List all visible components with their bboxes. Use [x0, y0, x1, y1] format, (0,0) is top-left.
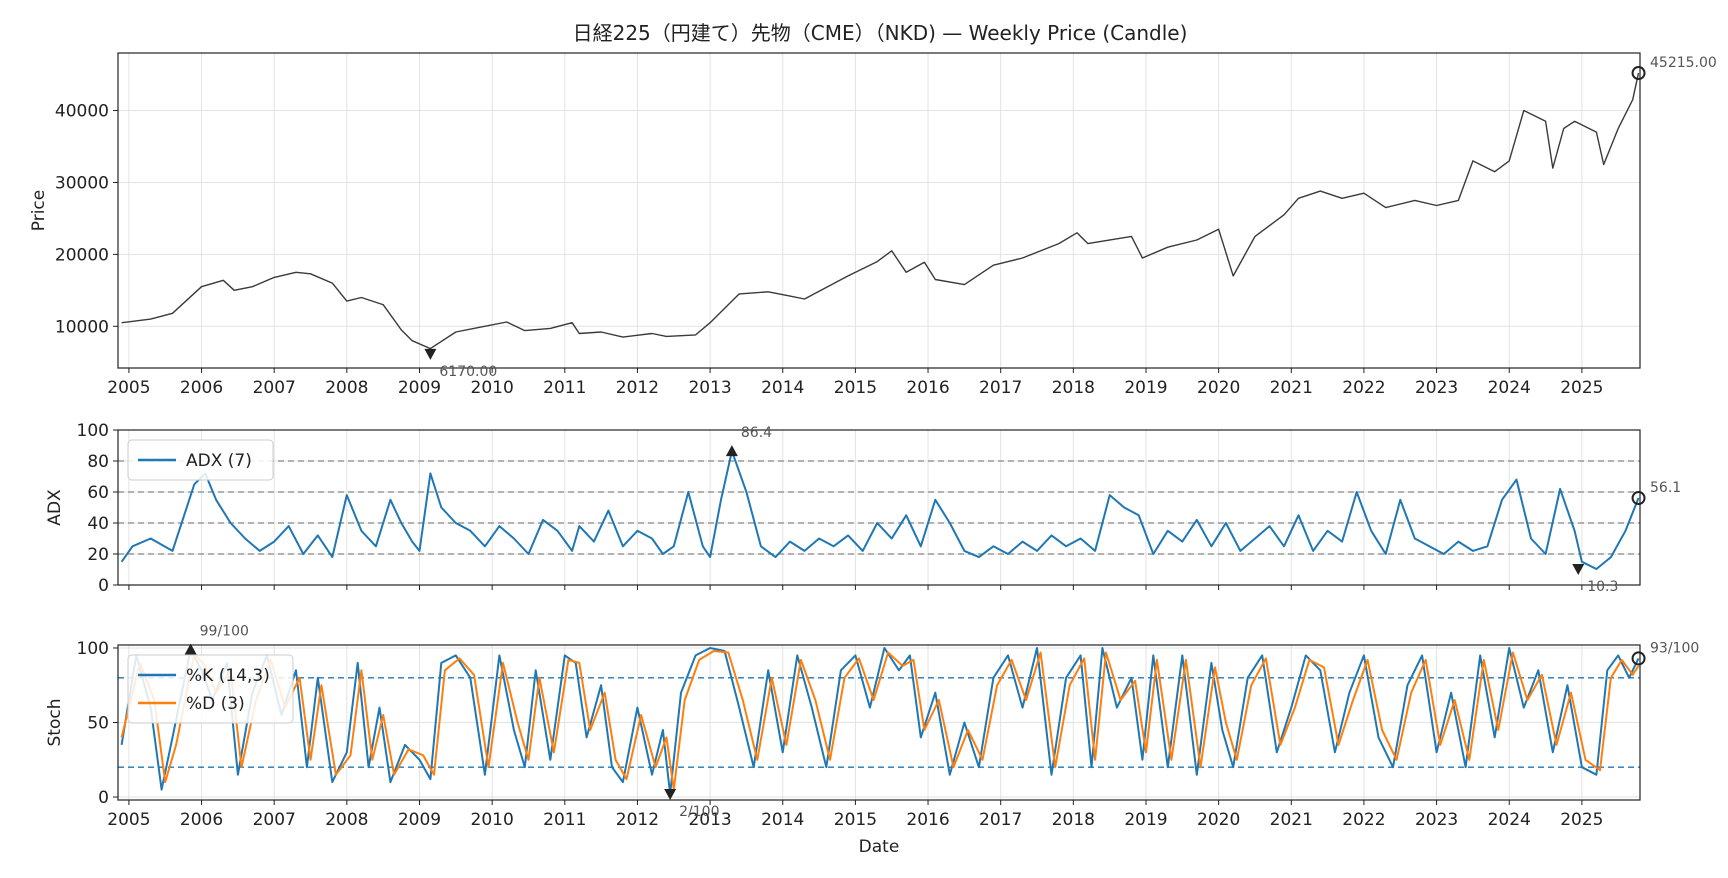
last-value-label: 45215.00 — [1650, 55, 1717, 71]
x-tick-label: 2006 — [180, 378, 223, 398]
x-tick-label: 2020 — [1197, 378, 1240, 398]
x-tick-label: 2013 — [688, 810, 731, 830]
y-axis-label: Price — [29, 190, 49, 231]
x-tick-label: 2019 — [1124, 810, 1167, 830]
x-tick-label: 2022 — [1342, 378, 1385, 398]
x-tick-label: 2020 — [1197, 810, 1240, 830]
x-axis-label: Date — [859, 837, 900, 857]
x-tick-label: 2021 — [1270, 810, 1313, 830]
plot-frame — [117, 429, 1641, 586]
max-marker — [725, 445, 738, 457]
x-tick-label: 2018 — [1052, 810, 1095, 830]
adx-panel: 0 20 40 60 80 100 ADX 86.4 10.3 56.1 ADX (7) — [45, 421, 1681, 596]
y-tick-label: 40 — [87, 514, 109, 534]
last-value-marker — [1631, 651, 1646, 666]
x-tick-label: 2009 — [398, 810, 441, 830]
x-tick-label: 2008 — [325, 810, 368, 830]
x-tick-label: 2015 — [834, 810, 877, 830]
y-tick-label: 60 — [87, 483, 109, 503]
x-tick-label: 2013 — [688, 378, 731, 398]
k-14-3-series-line — [120, 647, 1640, 795]
x-tick-label: 2008 — [325, 378, 368, 398]
y-axis-label: Stoch — [45, 699, 65, 747]
price-panel: 10000 20000 30000 40000 2005 2006 2007 2008 2009… — [29, 52, 1717, 398]
x-tick-label: 2017 — [979, 810, 1022, 830]
x-tick-label: 2012 — [616, 378, 659, 398]
max-marker — [184, 643, 197, 655]
x-tick-label: 2010 — [471, 810, 514, 830]
x-tick-label: 2007 — [253, 810, 296, 830]
y-axis-label: ADX — [45, 489, 65, 526]
min-marker — [424, 348, 437, 360]
legend-label: %D (3) — [186, 694, 245, 714]
adx-7-series-line — [120, 450, 1640, 570]
y-tick-label: 20000 — [55, 245, 109, 265]
min-value-label: 10.3 — [1587, 579, 1618, 595]
x-tick-label: 2011 — [543, 810, 586, 830]
x-tick-label: 2011 — [543, 378, 586, 398]
stoch-panel: 0 50 100 2005 2006 2007 2008 2009 2010 2011 2012 20… — [45, 623, 1699, 857]
y-tick-label: 20 — [87, 545, 109, 565]
x-tick-label: 2005 — [107, 810, 150, 830]
legend-box — [127, 439, 274, 481]
x-tick-label: 2024 — [1488, 810, 1531, 830]
x-tick-label: 2018 — [1052, 378, 1095, 398]
x-tick-label: 2019 — [1124, 378, 1167, 398]
y-tick-label: 100 — [77, 639, 109, 659]
min-value-label: 2/100 — [679, 804, 719, 820]
legend-box — [127, 654, 294, 724]
last-value-marker — [1631, 491, 1646, 506]
y-tick-label: 40000 — [55, 102, 109, 122]
min-marker — [1572, 564, 1585, 576]
min-marker — [664, 789, 677, 801]
max-value-label: 99/100 — [200, 623, 249, 639]
y-tick-label: 10000 — [55, 317, 109, 337]
x-tick-label: 2012 — [616, 810, 659, 830]
plot-frame — [117, 52, 1641, 369]
d-3-series-line — [120, 650, 1640, 791]
x-tick-label: 2007 — [253, 378, 296, 398]
y-tick-label: 80 — [87, 452, 109, 472]
y-tick-label: 50 — [87, 714, 109, 734]
x-tick-label: 2016 — [906, 378, 949, 398]
x-tick-label: 2023 — [1415, 810, 1458, 830]
legend-label: %K (14,3) — [186, 666, 270, 686]
x-tick-label: 2015 — [834, 378, 877, 398]
x-tick-label: 2006 — [180, 810, 223, 830]
x-tick-label: 2005 — [107, 378, 150, 398]
legend-label: ADX (7) — [186, 451, 252, 471]
y-tick-label: 100 — [77, 421, 109, 441]
x-tick-label: 2014 — [761, 810, 804, 830]
x-tick-label: 2016 — [906, 810, 949, 830]
y-tick-label: 30000 — [55, 173, 109, 193]
x-tick-label: 2009 — [398, 378, 441, 398]
chart-title: 日経225（円建て）先物（CME）（NKD) — Weekly Price (C… — [573, 21, 1188, 45]
y-tick-label: 0 — [98, 788, 109, 808]
x-tick-label: 2025 — [1560, 378, 1603, 398]
x-tick-label: 2022 — [1342, 810, 1385, 830]
min-value-label: 6170.00 — [439, 364, 497, 380]
x-tick-label: 2017 — [979, 378, 1022, 398]
y-tick-label: 0 — [98, 576, 109, 596]
price-series-line — [121, 72, 1640, 350]
x-tick-label: 2024 — [1488, 378, 1531, 398]
x-tick-label: 2014 — [761, 378, 804, 398]
last-value-marker — [1631, 66, 1646, 81]
last-value-label: 56.1 — [1650, 480, 1681, 496]
last-value-label: 93/100 — [1650, 640, 1699, 656]
x-tick-label: 2025 — [1560, 810, 1603, 830]
x-tick-label: 2023 — [1415, 378, 1458, 398]
max-value-label: 86.4 — [741, 425, 772, 441]
x-tick-label: 2021 — [1270, 378, 1313, 398]
x-tick-label: 2010 — [471, 378, 514, 398]
